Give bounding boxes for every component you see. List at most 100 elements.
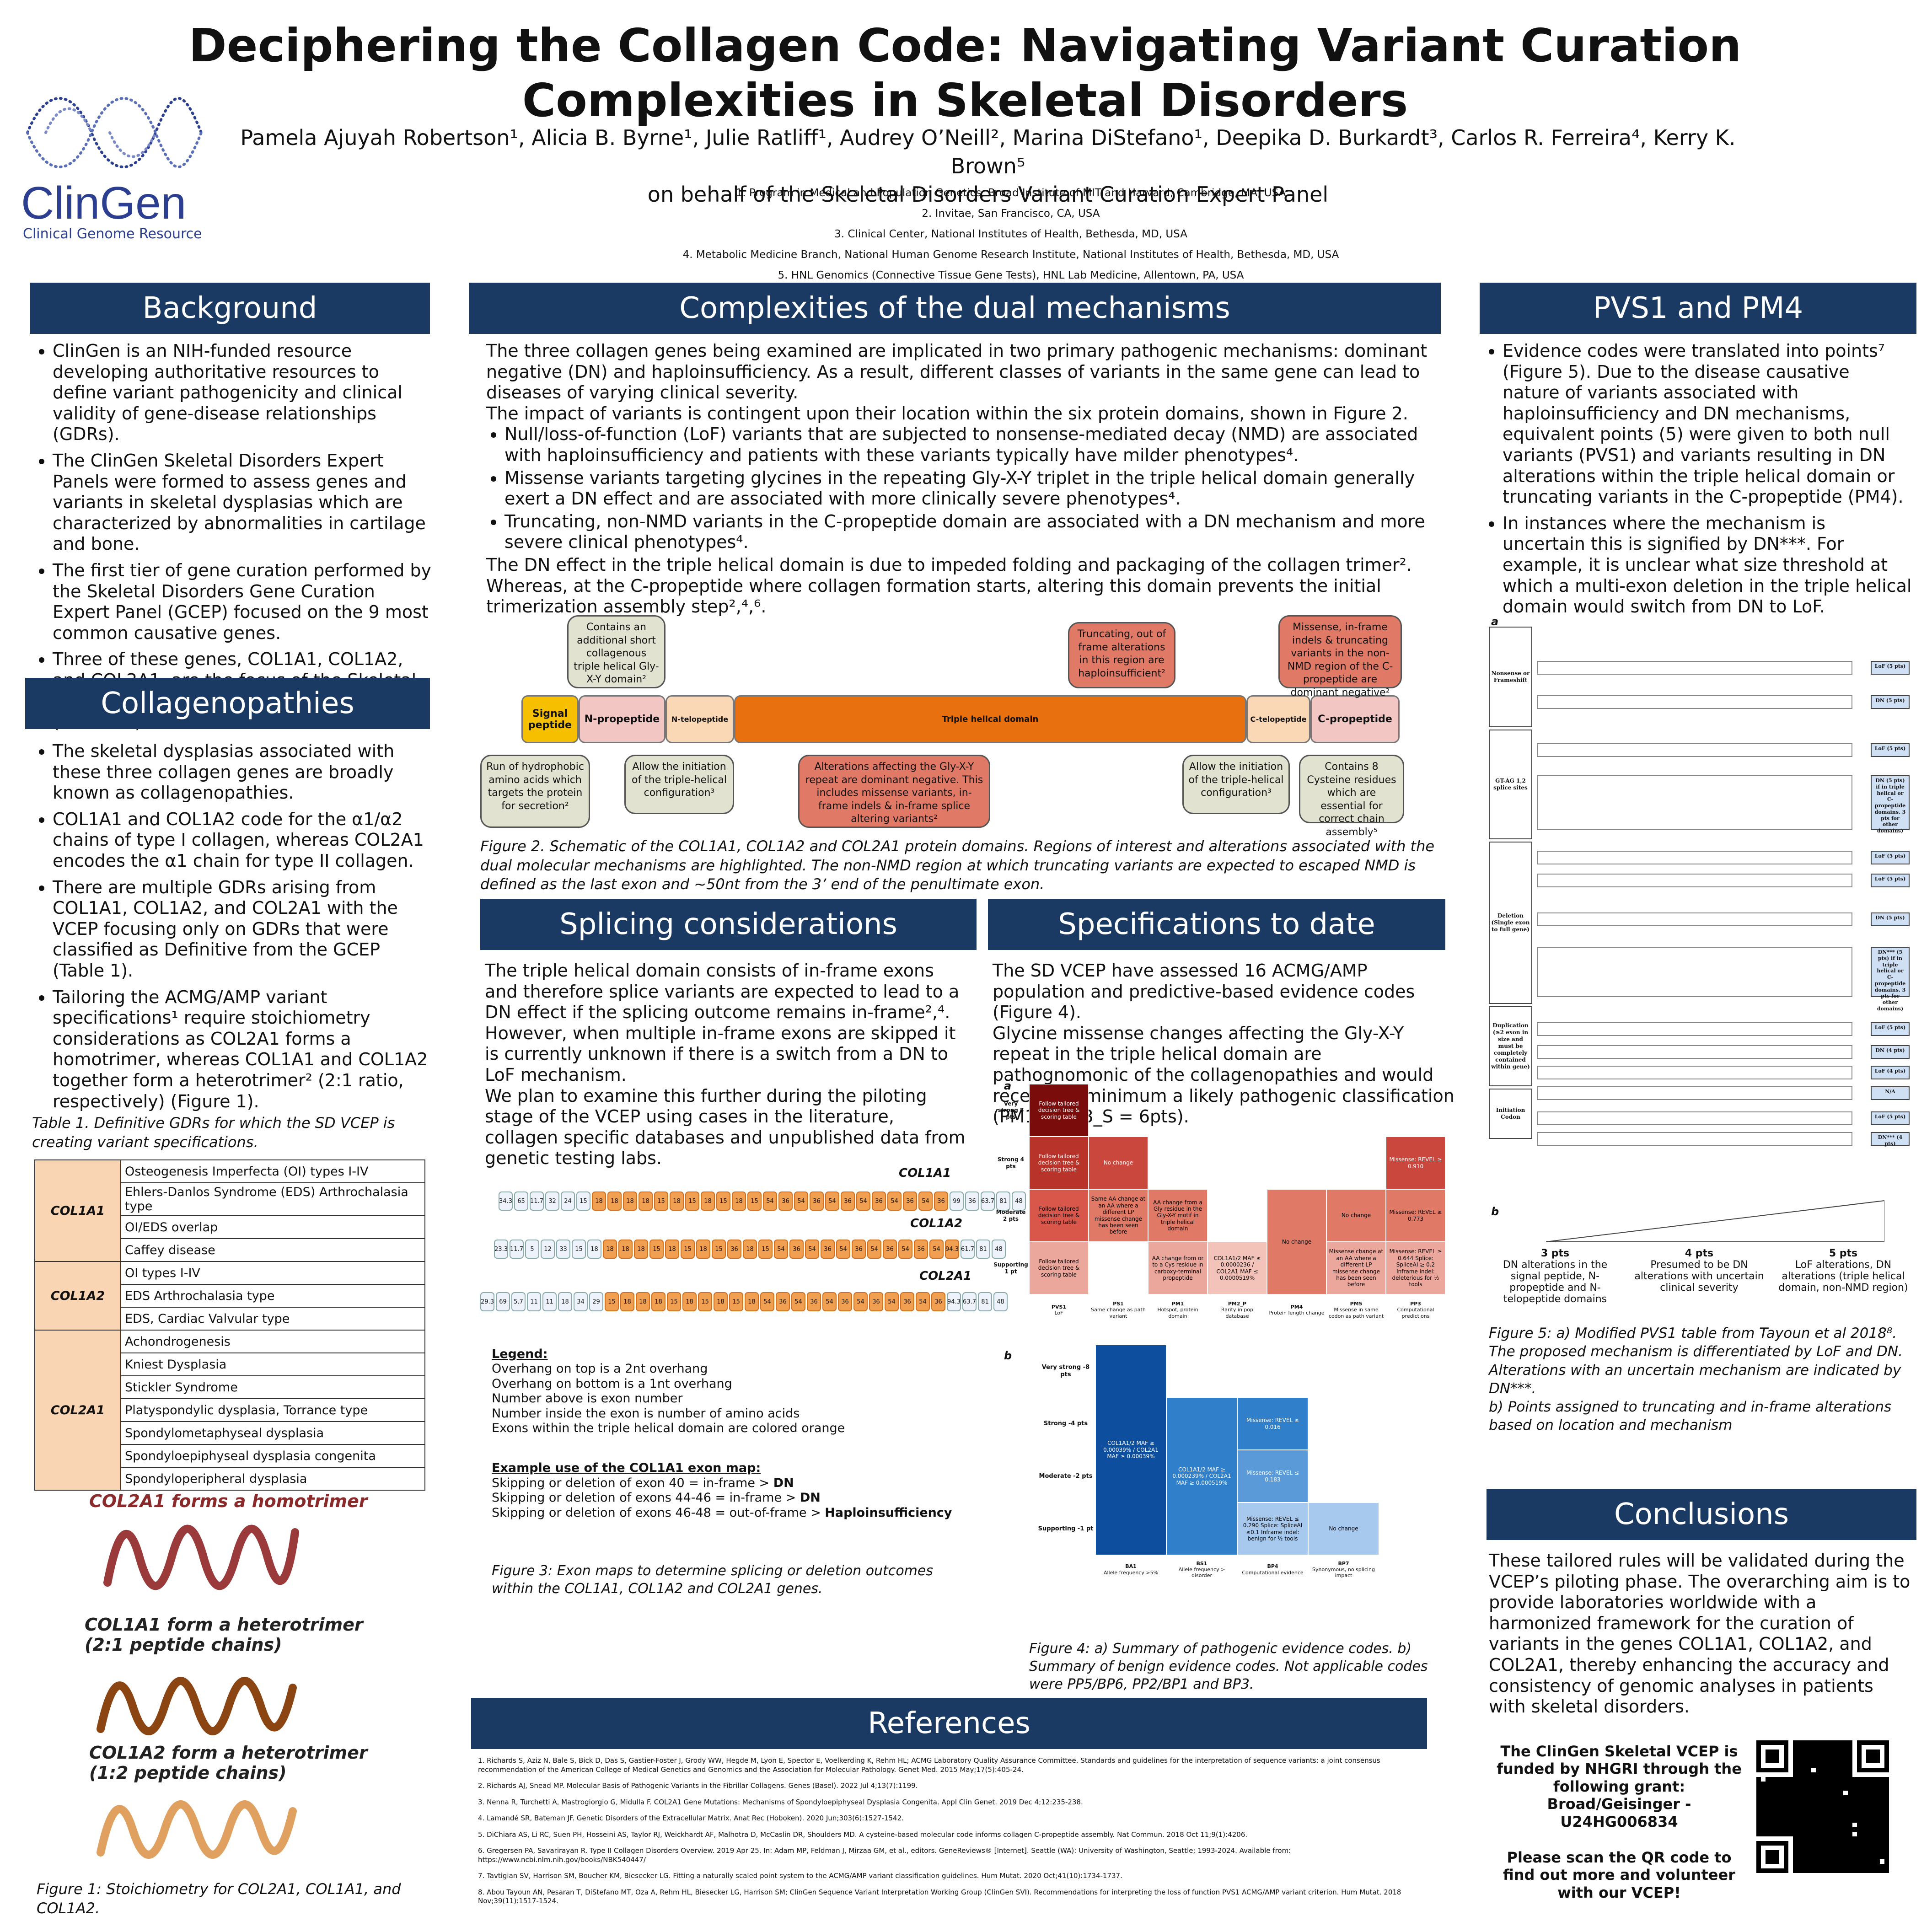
exon-block: 81 (996, 1191, 1010, 1211)
reference-item: 1. Richards S, Aziz N, Bale S, Bick D, D… (478, 1756, 1380, 1774)
table-row: COL2A1 Achondrogenesis (34, 1330, 425, 1491)
points-scale: 3 pts DN alterations in the signal peptid… (1487, 1248, 1912, 1305)
fig1-caption: Figure 1: Stoichiometry for COL2A1, COL1… (37, 1880, 401, 1917)
exon-block: 81 (978, 1292, 992, 1311)
bullet: Truncating, non-NMD variants in the C-pr… (504, 511, 1456, 553)
exon-block: 15 (685, 1191, 699, 1211)
legend-item: Overhang on bottom is a 1nt overhang (492, 1376, 732, 1391)
references-header: References (471, 1698, 1427, 1749)
disease-cell: Spondyloepiphyseal dysplasia congenita (120, 1444, 425, 1468)
exon-block: 18 (639, 1191, 653, 1211)
exon-block: 54 (918, 1191, 933, 1211)
exon-block: 36 (776, 1292, 790, 1311)
exon-block: 54 (898, 1240, 912, 1259)
exon-block: 36 (727, 1240, 741, 1259)
domain-n-telopeptide: N-telopeptide (665, 695, 734, 743)
exon-block: 18 (665, 1240, 679, 1259)
pvs1-criteria-box (1537, 851, 1852, 864)
exon-block: 18 (651, 1292, 665, 1311)
evidence-cell: No change (1267, 1189, 1326, 1294)
evidence-cell: Missense: REVEL ≤ 0.290 Splice: SpliceAI… (1237, 1503, 1308, 1555)
exon-block: 54 (794, 1191, 808, 1211)
pvs1-criteria-box (1537, 661, 1852, 675)
reference-item: 8. Abou Tayoun AN, Pesaran T, DiStefano … (478, 1888, 1401, 1905)
fig1-label: COL1A2 form a heterotrimer (1:2 peptide … (89, 1743, 368, 1783)
exon-block: 54 (791, 1292, 805, 1311)
bullet: Missense variants targeting glycines in … (504, 468, 1456, 510)
pvs1-section-label: GT-AG 1,2 splice sites (1489, 730, 1532, 839)
pvs1-header: PVS1 and PM4 (1480, 283, 1916, 334)
exon-map-label: COL2A1 (919, 1269, 972, 1283)
exon-block: 15 (747, 1191, 762, 1211)
complexities-body: The three collagen genes being examined … (486, 341, 1456, 617)
disease-cell: EDS Arthrochalasia type (120, 1284, 425, 1308)
bullet: The first tier of gene curation performe… (53, 560, 432, 644)
evidence-strength-label: Strong -4 pts (1043, 1420, 1088, 1427)
note-truncating-haploinsufficient: Truncating, out of frame alterations in … (1068, 622, 1175, 688)
evidence-code-label: PM4 Protein length change (1267, 1296, 1326, 1324)
affiliation: 2. Invitae, San Francisco, CA, USA (922, 208, 1100, 220)
legend-item: Number inside the exon is number of amin… (492, 1406, 800, 1421)
code: PM1 (1171, 1301, 1184, 1307)
code: PVS1 (1051, 1304, 1067, 1310)
exon-block: 5 (525, 1240, 539, 1259)
pvs1-outcome: LoF (5 pts) (1871, 661, 1910, 675)
exon-block: 15 (572, 1240, 586, 1259)
exon-block: 29.3 (480, 1292, 494, 1311)
disease-cell: Spondyloperipheral dysplasia (120, 1467, 425, 1491)
pvs1-section-label: Nonsense or Frameshift (1489, 627, 1532, 727)
pvs1-outcome: LoF (5 pts) (1871, 1022, 1910, 1036)
exon-block: 94.3 (947, 1292, 961, 1311)
bullet: In instances where the mechanism is unce… (1503, 513, 1912, 617)
code-desc: Computational predictions (1397, 1307, 1434, 1319)
evidence-cell: Missense change at an AA where a differe… (1326, 1242, 1386, 1294)
exon-block: 18 (587, 1240, 601, 1259)
collagenopathies-body: The skeletal dysplasias associated with … (30, 741, 432, 1117)
code-desc: Missense in same codon as path variant (1328, 1307, 1384, 1319)
pvs1-criteria-box (1537, 912, 1852, 926)
affiliation: 4. Metabolic Medicine Branch, National H… (682, 249, 1339, 261)
evidence-strength-label: Very strong 8 pts (998, 1100, 1024, 1120)
pvs1-outcome: N/A (1871, 1086, 1910, 1100)
pvs1-criteria-box (1537, 1086, 1852, 1100)
disease-cell: Ehlers-Danlos Syndrome (EDS) Arthrochala… (120, 1182, 425, 1216)
exon-block: 18 (592, 1191, 606, 1211)
exon-block: 54 (887, 1191, 902, 1211)
pvs1-outcome: LoF (5 pts) (1871, 874, 1910, 887)
domain-n-propeptide: N-propeptide (579, 695, 665, 743)
exon-map-col2a1: 29.3 69 5.7 11 11 18 34 29 15 18 18 18 15 18 15 18 15 18 5… (480, 1292, 1008, 1311)
pvs1-section-label: Initiation Codon (1489, 1089, 1532, 1139)
exon-block: 36 (869, 1292, 883, 1311)
evidence-code-label: BS1 Allele frequency > disorder (1166, 1557, 1237, 1582)
exon-block: 54 (825, 1191, 839, 1211)
exon-map-col1a2: 23.3 11.7 5 12 33 15 18 18 18 18 15 18 15 18 15 36 18 15 5… (494, 1240, 1006, 1259)
evidence-cell: Missense: REVEL ≥ 0.644 Splice: SpliceAI… (1386, 1242, 1445, 1294)
conclusions-header: Conclusions (1487, 1489, 1916, 1540)
exon-block: 18 (696, 1240, 710, 1259)
evidence-code-label: BA1 Allele frequency >5% (1095, 1557, 1166, 1582)
fig4b-panel-label: b (1004, 1349, 1012, 1362)
example-item: Skipping or deletion of exons 46-48 = ou… (492, 1505, 952, 1520)
disease-cell: EDS, Cardiac Valvular type (120, 1307, 425, 1331)
splicing-body: The triple helical domain consists of in… (485, 961, 970, 1169)
exon-block: 69 (496, 1292, 510, 1311)
code-desc: Same change as path variant (1091, 1307, 1146, 1319)
pvs1-outcome: LoF (5 pts) (1871, 1111, 1910, 1125)
bullet: Null/loss-of-function (LoF) variants tha… (504, 424, 1456, 466)
legend-item: Number above is exon number (492, 1391, 683, 1406)
exon-block: 36 (838, 1292, 852, 1311)
exon-block: 54 (856, 1191, 870, 1211)
table-row: Platyspondylic dysplasia, Torrance type (35, 1398, 425, 1422)
pvs1-criteria-box (1537, 1111, 1852, 1125)
qr-code-icon[interactable] (1756, 1740, 1889, 1873)
paragraph: The three collagen genes being examined … (486, 341, 1428, 403)
exon-map-label: COL1A2 (910, 1217, 963, 1230)
paragraph: The SD VCEP have assessed 16 ACMG/AMP po… (993, 961, 1415, 1023)
evidence-cell: Same AA change at an AA where a differen… (1089, 1189, 1148, 1242)
evidence-cell: No change (1089, 1137, 1148, 1189)
exon-block: 54 (760, 1292, 774, 1311)
evidence-cell: Follow tailored decision tree & scoring … (1029, 1137, 1089, 1189)
affiliation: 1. Program in Medical and Population Gen… (735, 187, 1286, 199)
pvs1-criteria-box (1537, 775, 1852, 830)
exon-block: 36 (778, 1191, 793, 1211)
